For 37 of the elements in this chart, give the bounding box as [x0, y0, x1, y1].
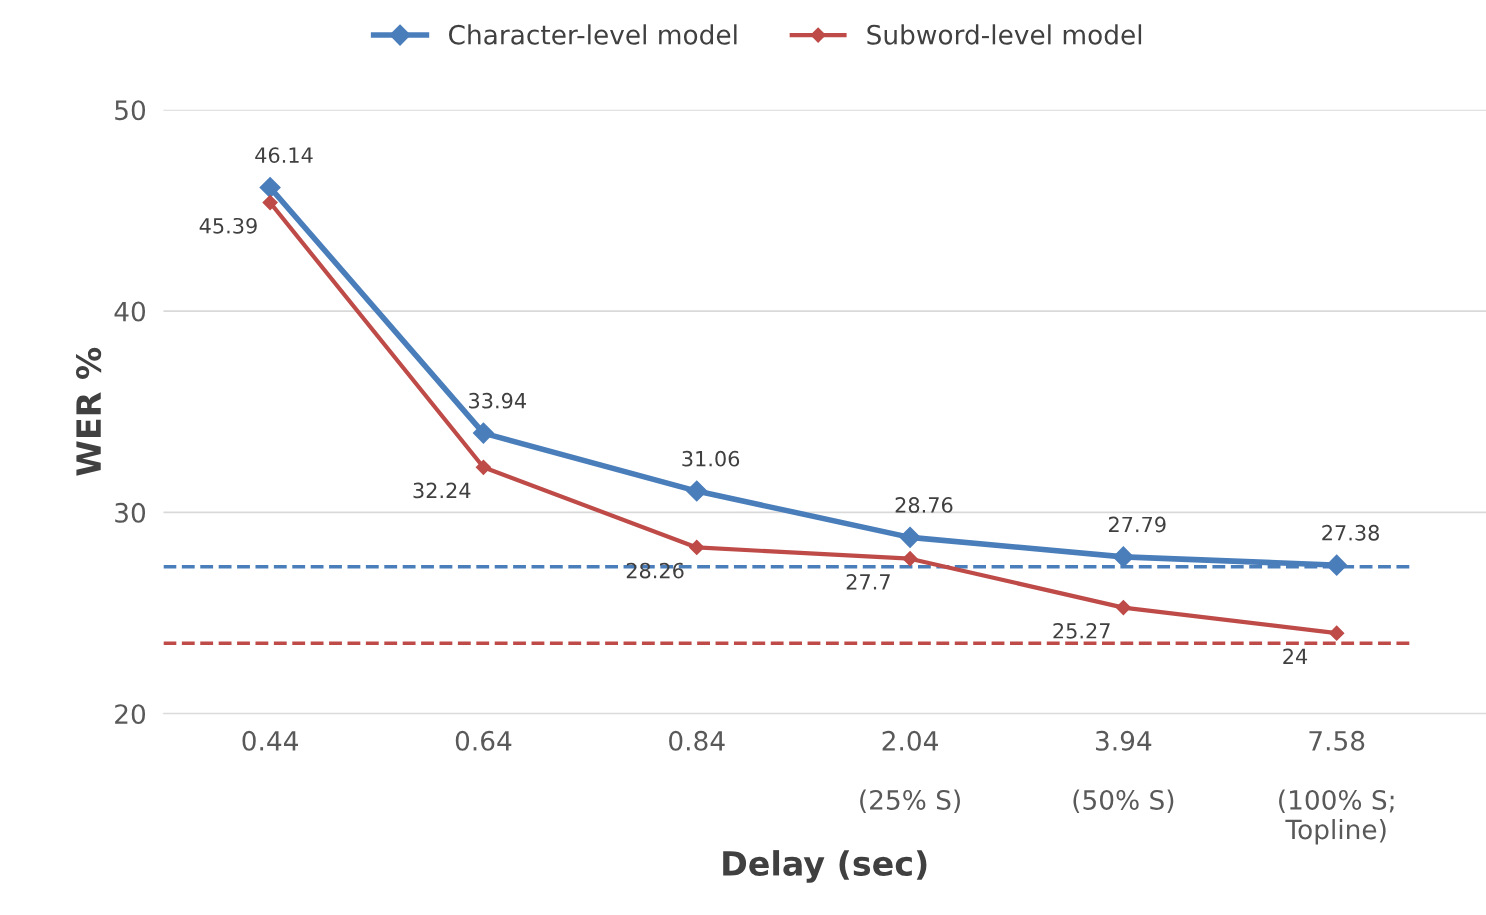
data-label: 33.94: [469, 392, 526, 409]
point: [472, 422, 494, 444]
y-tick-label: 50: [115, 100, 146, 121]
x-tick-label: 0.84: [669, 730, 725, 751]
point: [259, 176, 281, 199]
data-label: 24: [1283, 648, 1308, 664]
point: [899, 526, 921, 548]
point: [262, 195, 278, 211]
y-tick-label: 40: [114, 301, 146, 322]
y-tick-label: 20: [115, 704, 146, 725]
point: [1326, 554, 1348, 576]
point: [1112, 546, 1134, 568]
legend-label: Character-level model: [449, 24, 737, 45]
data-label: 25.27: [1053, 622, 1110, 639]
data-label: 46.14: [255, 147, 313, 163]
y-axis-title: WER %: [75, 347, 102, 476]
legend-label: Subword-level model: [867, 24, 1142, 45]
point: [902, 551, 918, 567]
x-tick-label: 0.44: [242, 730, 299, 751]
category-label: 7.58 (100% S; Topline): [1279, 730, 1394, 845]
point: [1329, 625, 1345, 641]
data-label: 27.79: [1108, 516, 1166, 533]
point: [689, 539, 705, 555]
point: [1115, 600, 1131, 616]
data-label: 28.76: [895, 497, 953, 513]
data-label: 27.38: [1322, 524, 1379, 541]
data-label: 31.06: [682, 450, 740, 467]
x-axis-title: Delay (sec): [723, 850, 927, 883]
y-tick-label: 30: [115, 502, 146, 523]
data-label: 32.24: [413, 482, 471, 499]
category-label: 2.04 (25% S): [860, 730, 960, 813]
data-label: 45.39: [199, 217, 257, 234]
point: [475, 459, 491, 475]
point: [686, 480, 708, 502]
category-label: 3.94 (50% S): [1073, 730, 1174, 813]
data-label: 27.7: [846, 573, 890, 590]
x-tick-label: 0.64: [455, 730, 512, 751]
